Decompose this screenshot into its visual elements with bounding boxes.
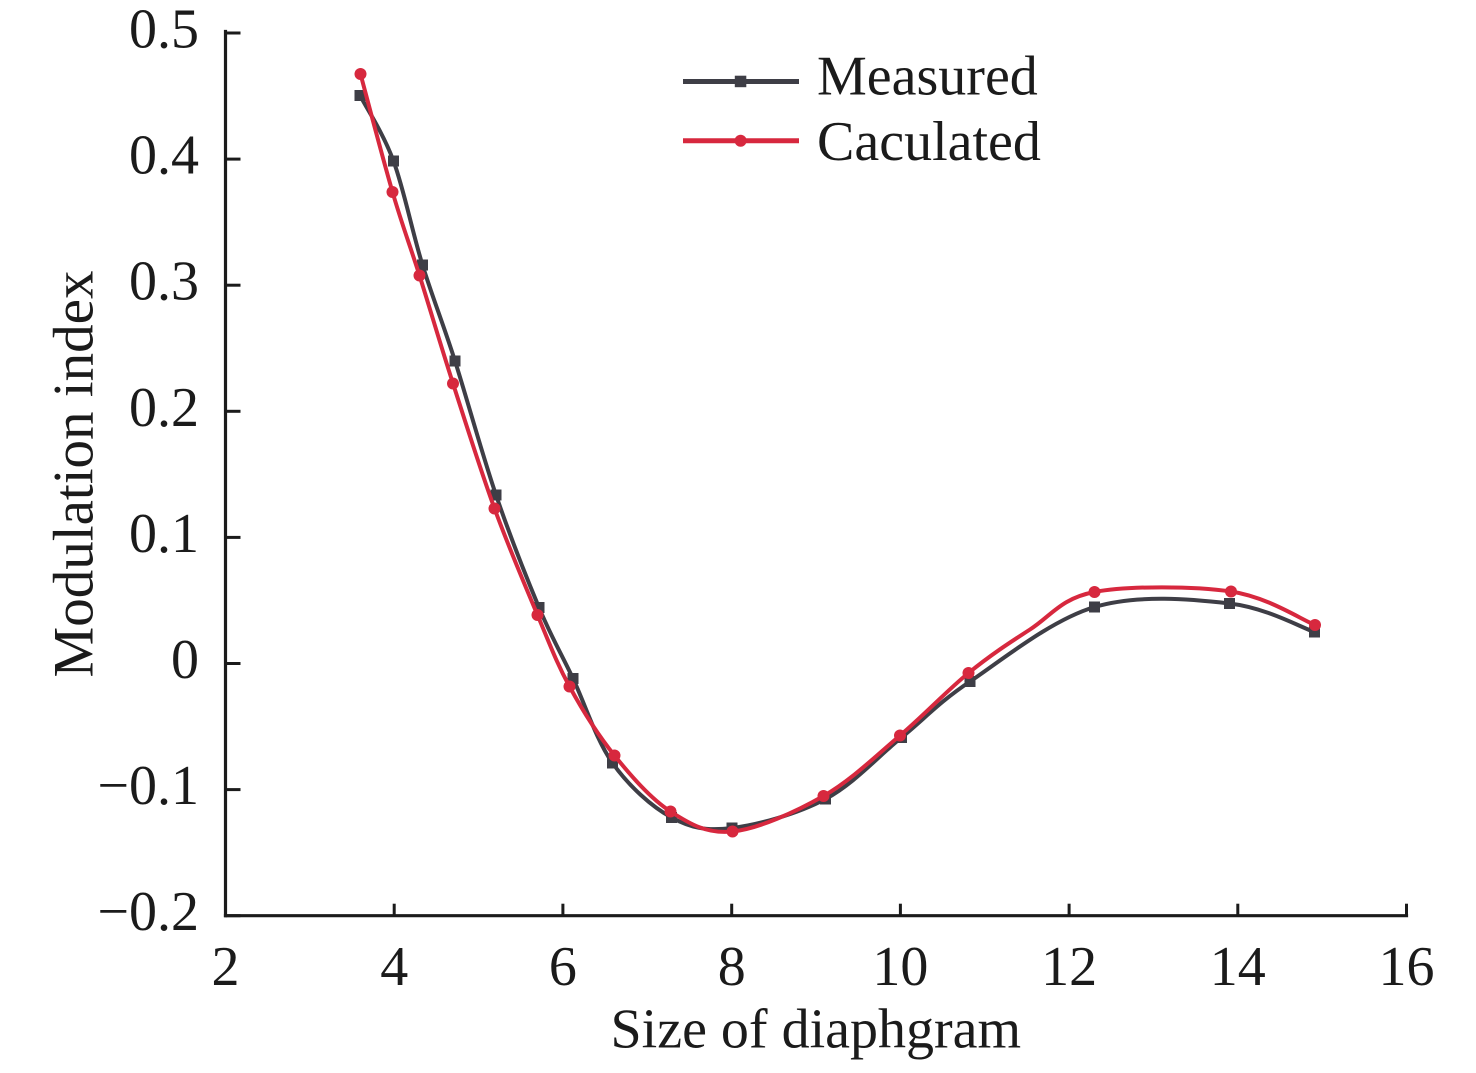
svg-text:14: 14 xyxy=(1210,936,1266,998)
svg-text:12: 12 xyxy=(1041,936,1097,998)
svg-text:0: 0 xyxy=(171,629,199,691)
svg-text:10: 10 xyxy=(872,936,928,998)
svg-text:Caculated: Caculated xyxy=(817,111,1041,173)
svg-text:2: 2 xyxy=(212,936,240,998)
svg-text:0.1: 0.1 xyxy=(129,503,199,565)
svg-text:0.3: 0.3 xyxy=(129,251,199,313)
svg-text:Modulation index: Modulation index xyxy=(43,271,106,678)
svg-text:Size of diaphgram: Size of diaphgram xyxy=(611,999,1022,1061)
svg-text:6: 6 xyxy=(549,936,577,998)
svg-text:0.2: 0.2 xyxy=(129,377,199,439)
svg-text:4: 4 xyxy=(380,936,408,998)
svg-text:0.5: 0.5 xyxy=(129,0,199,61)
svg-text:−0.2: −0.2 xyxy=(97,881,199,943)
svg-text:16: 16 xyxy=(1379,936,1435,998)
svg-text:8: 8 xyxy=(718,936,746,998)
svg-text:0.4: 0.4 xyxy=(129,125,199,187)
svg-text:Measured: Measured xyxy=(817,46,1038,108)
svg-text:−0.1: −0.1 xyxy=(97,755,199,817)
